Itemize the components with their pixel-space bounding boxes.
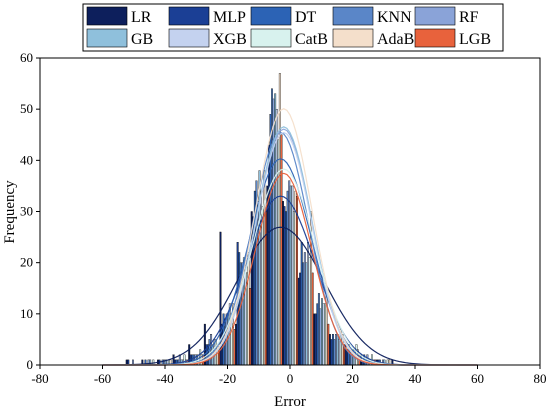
- histogram-bar-lgb: [249, 288, 252, 366]
- histogram-bar-gb: [321, 298, 323, 366]
- histogram-bar-xgb: [338, 339, 341, 366]
- x-tick-label: 40: [409, 371, 422, 386]
- legend-label-gb: GB: [131, 31, 153, 48]
- y-tick-label: 10: [20, 306, 33, 321]
- histogram-bar-mlp: [299, 272, 302, 366]
- legend-label-mlp: MLP: [213, 9, 246, 26]
- histogram-bar-adab: [294, 190, 297, 366]
- legend-swatch-adab: [332, 28, 374, 48]
- histogram-bar-rf: [319, 308, 322, 366]
- y-tick-label: 0: [27, 357, 34, 372]
- histogram-bar-knn: [286, 190, 289, 366]
- histogram-bar-lr: [313, 313, 316, 366]
- legend-label-adab: AdaB: [377, 31, 414, 48]
- x-tick-label: -60: [94, 371, 111, 386]
- y-axis-label: Frequency: [2, 180, 18, 244]
- legend-label-catb: CatB: [295, 31, 328, 48]
- legend-swatch-lr: [86, 6, 128, 26]
- histogram-bar-knn: [333, 339, 336, 366]
- x-tick-label: 0: [287, 371, 294, 386]
- histogram-bar-rf: [303, 252, 306, 366]
- legend-label-lgb: LGB: [459, 31, 491, 48]
- histogram-bar-lr: [297, 277, 300, 366]
- x-tick-label: -80: [31, 371, 48, 386]
- histogram-bar-dt: [300, 242, 303, 366]
- histogram-bar-xgb: [291, 185, 294, 366]
- legend-swatch-rf: [414, 6, 456, 26]
- histogram-bar-lr: [266, 185, 269, 366]
- histogram-bar-adab: [278, 73, 281, 366]
- histogram-bar-lgb: [327, 323, 330, 366]
- histogram-bar-lgb: [311, 272, 314, 366]
- histogram-bar-rf: [335, 334, 338, 366]
- legend-swatch-catb: [250, 28, 292, 48]
- legend-swatch-lgb: [414, 28, 456, 48]
- y-tick-label: 20: [20, 255, 33, 270]
- histogram-bar-gb: [305, 262, 308, 366]
- histogram-bar-lr: [235, 323, 238, 366]
- x-tick-label: -20: [219, 371, 236, 386]
- axes-group: -80 -60 -40 -20 0 20 40 60 80 0 10 20 30 40 50 60: [20, 50, 547, 386]
- histogram-bar-catb: [324, 303, 327, 366]
- histogram-bar-xgb: [244, 262, 247, 366]
- histogram-bar-gb: [336, 334, 339, 366]
- y-tick-label: 50: [20, 101, 33, 116]
- x-axis-label: Error: [274, 394, 306, 410]
- histogram-bar-lgb: [296, 195, 298, 366]
- histogram-bar-xgb: [307, 242, 309, 366]
- legend-label-rf: RF: [459, 9, 479, 26]
- histogram-bar-dt: [316, 303, 319, 366]
- histogram-bar-xgb: [275, 108, 278, 366]
- y-tick-label: 40: [20, 152, 33, 167]
- histogram-bar-catb: [308, 257, 311, 366]
- histogram-bar-gb: [289, 185, 292, 366]
- histogram-bar-gb: [149, 359, 152, 366]
- histogram-bar-lr: [282, 201, 284, 366]
- histogram-bar-adab: [247, 252, 250, 366]
- histogram-bar-mlp: [314, 313, 317, 366]
- legend-label-lr: LR: [131, 9, 152, 26]
- histogram-bar-rf: [147, 359, 150, 366]
- histogram-bar-dt: [332, 334, 334, 366]
- histogram-bar-mlp: [283, 206, 286, 366]
- legend-label-dt: DT: [295, 9, 317, 26]
- histogram-bar-lgb: [233, 329, 236, 366]
- histogram-bar-rf: [210, 334, 213, 366]
- legend: LR MLP DT KNN RF GB XGB CatB AdaB LGB: [82, 3, 504, 52]
- x-tick-label: 80: [534, 371, 547, 386]
- histogram-bar-adab: [263, 170, 266, 366]
- histogram-bar-knn: [302, 262, 305, 366]
- y-tick-label: 60: [20, 50, 33, 65]
- legend-swatch-mlp: [168, 6, 210, 26]
- legend-swatch-gb: [86, 28, 128, 48]
- fit-curve-lr: [102, 226, 478, 366]
- histogram-bar-knn: [317, 293, 320, 366]
- histogram-bar-rf: [288, 180, 291, 366]
- histogram-bar-mlp: [330, 339, 333, 366]
- histogram-bar-xgb: [322, 303, 325, 366]
- legend-swatch-xgb: [168, 28, 210, 48]
- histogram-bar-mlp: [267, 144, 270, 366]
- x-tick-label: -40: [156, 371, 173, 386]
- histogram-bar-gb: [274, 93, 277, 366]
- legend-label-knn: KNN: [377, 9, 412, 26]
- y-tick-label: 30: [20, 204, 33, 219]
- histogram-bar-dt: [285, 211, 288, 366]
- legend-swatch-knn: [332, 6, 374, 26]
- x-tick-label: 60: [471, 371, 484, 386]
- legend-label-xgb: XGB: [213, 31, 247, 48]
- x-tick-label: 20: [346, 371, 359, 386]
- legend-swatch-dt: [250, 6, 292, 26]
- histogram-bar-catb: [261, 206, 264, 366]
- histogram-bar-lr: [328, 334, 331, 366]
